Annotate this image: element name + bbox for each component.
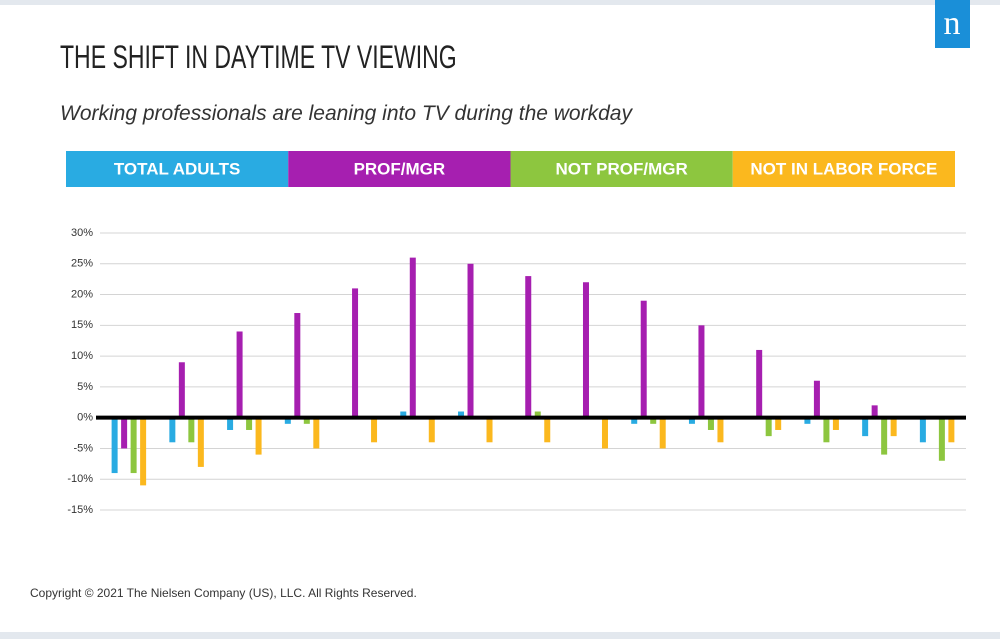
bar bbox=[371, 417, 378, 443]
bar bbox=[813, 380, 820, 418]
bar bbox=[948, 417, 955, 443]
bar bbox=[698, 325, 705, 418]
bar bbox=[111, 417, 118, 474]
y-tick-label: 15% bbox=[71, 319, 93, 331]
legend-swatch bbox=[732, 151, 955, 187]
bar bbox=[313, 417, 320, 449]
bar bbox=[804, 417, 811, 424]
bar bbox=[544, 417, 551, 443]
y-tick-label: 25% bbox=[71, 258, 93, 270]
legend-swatch bbox=[288, 151, 511, 187]
bar bbox=[467, 263, 474, 418]
bar bbox=[458, 411, 465, 418]
legend: TOTAL ADULTS PROF/MGR NOT PROF/MGR NOT IN L… bbox=[66, 151, 955, 187]
bar bbox=[140, 417, 147, 486]
chart-subtitle: Working professionals are leaning into T… bbox=[60, 102, 633, 125]
bar bbox=[197, 417, 204, 467]
bar bbox=[659, 417, 666, 449]
bar bbox=[534, 411, 541, 418]
legend-label: PROF/MGR bbox=[354, 159, 446, 178]
bar bbox=[881, 417, 888, 455]
bar bbox=[688, 417, 695, 424]
logo-box bbox=[935, 0, 970, 48]
bar bbox=[428, 417, 435, 443]
y-tick-label: -10% bbox=[67, 473, 93, 485]
bar bbox=[284, 417, 291, 424]
bar bbox=[919, 417, 926, 443]
bar bbox=[352, 288, 359, 418]
bottom-bar bbox=[0, 632, 1000, 639]
bar bbox=[871, 405, 878, 418]
bar bbox=[631, 417, 638, 424]
bar bbox=[303, 417, 310, 424]
y-tick-label: 5% bbox=[77, 381, 93, 393]
bar bbox=[717, 417, 724, 443]
bar bbox=[582, 282, 589, 418]
bar bbox=[525, 276, 532, 418]
bar bbox=[823, 417, 830, 443]
bar bbox=[756, 349, 763, 418]
bar bbox=[130, 417, 137, 474]
bar bbox=[640, 300, 647, 418]
y-tick-label: 10% bbox=[71, 350, 93, 362]
bar bbox=[409, 257, 416, 418]
top-bar bbox=[0, 0, 1000, 5]
bar bbox=[227, 417, 234, 430]
copyright: Copyright © 2021 The Nielsen Company (US… bbox=[30, 586, 417, 600]
bar bbox=[486, 417, 493, 443]
bar bbox=[169, 417, 176, 443]
bar bbox=[832, 417, 839, 430]
y-tick-label: -5% bbox=[73, 442, 93, 454]
bar bbox=[294, 313, 301, 418]
bar bbox=[650, 417, 657, 424]
legend-label: NOT PROF/MGR bbox=[556, 159, 688, 178]
y-tick-label: -15% bbox=[67, 504, 93, 516]
legend-label: TOTAL ADULTS bbox=[114, 159, 241, 178]
plot: -15% -10% -5% 0% 5% 10% 15% 20% 25% 30% bbox=[67, 227, 966, 516]
bar bbox=[121, 417, 128, 449]
legend-swatch bbox=[510, 151, 733, 187]
logo: n bbox=[944, 5, 961, 42]
bar bbox=[236, 331, 243, 418]
bar bbox=[890, 417, 897, 437]
bar bbox=[246, 417, 253, 430]
bar bbox=[938, 417, 945, 461]
legend-swatch bbox=[66, 151, 289, 187]
y-tick-label: 20% bbox=[71, 288, 93, 300]
bar bbox=[601, 417, 608, 449]
y-tick-label: 30% bbox=[71, 227, 93, 239]
bar bbox=[255, 417, 262, 455]
bar bbox=[775, 417, 782, 430]
bar bbox=[188, 417, 195, 443]
chart-title: THE SHIFT IN DAYTIME TV VIEWING bbox=[60, 39, 457, 75]
bar bbox=[178, 362, 185, 418]
bar bbox=[707, 417, 714, 430]
bar bbox=[400, 411, 407, 418]
y-tick-label: 0% bbox=[77, 412, 93, 424]
bar bbox=[862, 417, 869, 437]
bar bbox=[765, 417, 772, 437]
legend-label: NOT IN LABOR FORCE bbox=[750, 159, 937, 178]
